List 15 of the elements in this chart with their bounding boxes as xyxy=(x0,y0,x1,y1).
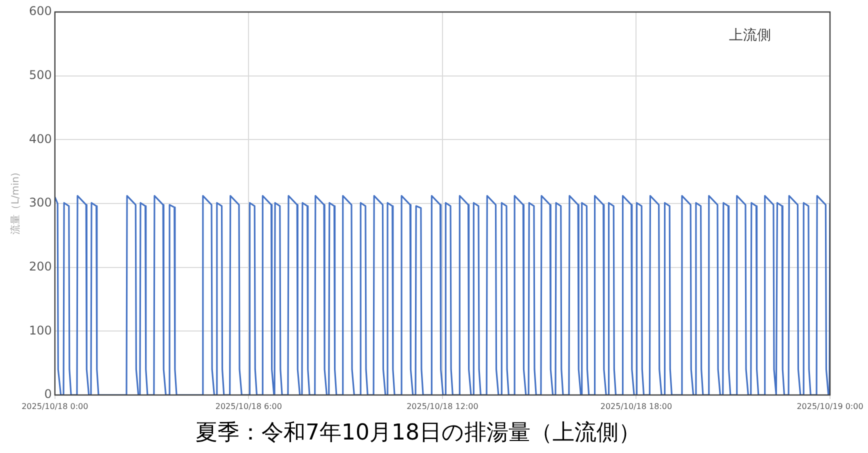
y-axis-title: 流量（L/min) xyxy=(10,172,22,234)
x-tick-label: 2025/10/18 0:00 xyxy=(22,402,88,411)
annotation: 上流側 xyxy=(729,28,771,44)
x-tick-label: 2025/10/18 6:00 xyxy=(215,402,282,411)
y-tick-label: 300 xyxy=(29,196,52,210)
y-tick-label: 100 xyxy=(29,323,52,338)
text: 夏季：令和7年10月18日の排湯量（上流側） xyxy=(196,420,640,446)
x-tick-label: 2025/10/19 0:00 xyxy=(796,402,864,411)
y-tick-label: 200 xyxy=(29,259,52,274)
x-tick-label: 2025/10/18 12:00 xyxy=(406,402,478,411)
y-tick-label: 400 xyxy=(29,132,52,146)
x-tick-label: 2025/10/18 18:00 xyxy=(600,402,672,411)
y-tick-label: 0 xyxy=(44,387,52,402)
y-tick-label: 500 xyxy=(29,68,52,82)
y-tick-label: 600 xyxy=(29,4,52,18)
